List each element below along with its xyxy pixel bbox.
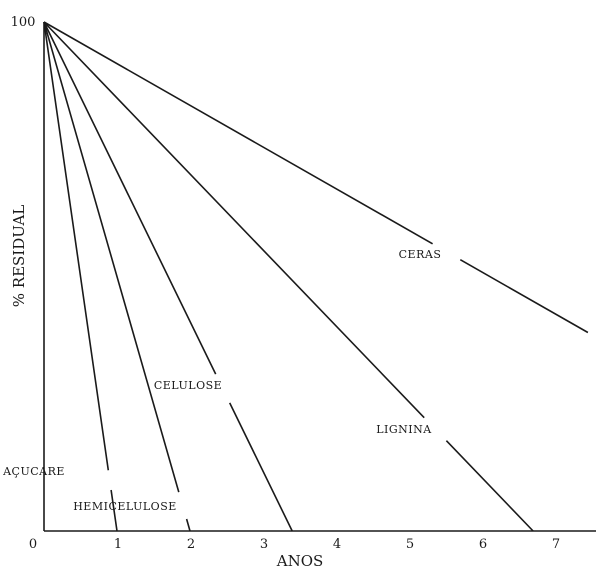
x-tick-label: 4: [333, 537, 341, 552]
x-tick-label: 1: [114, 537, 122, 552]
y-tick-labels: 100: [11, 15, 36, 30]
series-line-ceras: [43, 21, 433, 245]
series-line-lignina: [43, 21, 425, 419]
x-tick-label: 3: [260, 537, 268, 552]
x-tick-label: 2: [187, 537, 195, 552]
y-axis-title: % RESIDUAL: [10, 205, 28, 308]
x-tick-label: 7: [552, 537, 560, 552]
series-line-celulose: [43, 21, 217, 375]
series-line-hemicelulose: [185, 518, 191, 532]
series-line-hemicelulose: [43, 21, 180, 493]
x-tick-labels: 0 1 2 3 4 5 6 7: [29, 537, 560, 552]
series-label-celulose: CELULOSE: [154, 379, 222, 392]
series-line-acucare: [110, 489, 118, 532]
series-label-hemicelulose: HEMICELULOSE: [73, 500, 177, 513]
series-line-ceras: [459, 259, 589, 334]
x-axis-title: ANOS: [276, 552, 324, 569]
series-line-celulose: [228, 402, 293, 532]
series-line-acucare: [43, 21, 110, 471]
x-tick-label: 0: [29, 537, 37, 552]
series-label-ceras: CERAS: [399, 248, 442, 261]
series-lines: AÇUCARE HEMICELULOSE CELULOSE LIGNINA CERAS: [2, 21, 589, 532]
x-tick-label: 5: [406, 537, 414, 552]
x-tick-label: 6: [479, 537, 487, 552]
series-label-acucare: AÇUCARE: [2, 465, 65, 478]
series-label-lignina: LIGNINA: [376, 423, 432, 436]
series-line-lignina: [445, 440, 534, 532]
y-tick-label: 100: [11, 15, 36, 30]
